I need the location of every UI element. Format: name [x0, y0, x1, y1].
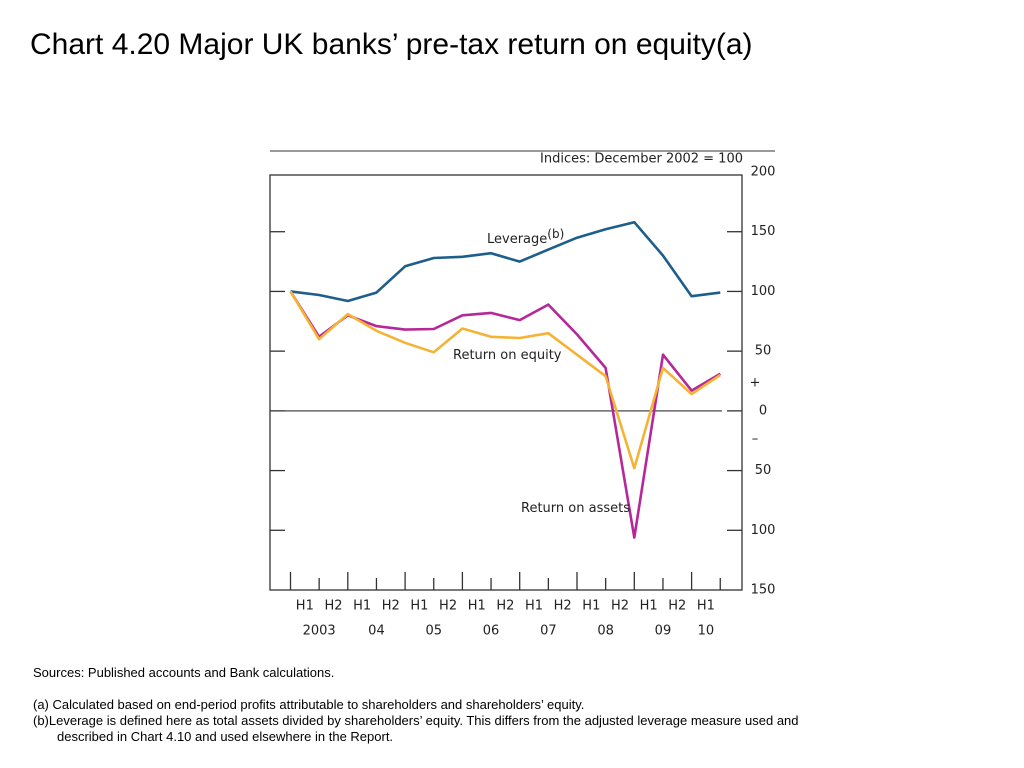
- y-tick-label: 150: [751, 583, 776, 598]
- x-tick-label: H1: [410, 599, 428, 614]
- y-tick-label: 100: [751, 523, 776, 538]
- sources: Sources: Published accounts and Bank cal…: [33, 665, 335, 680]
- series-line: [289, 290, 721, 539]
- x-tick-label: H1: [697, 599, 715, 614]
- x-tick-label: H1: [640, 599, 658, 614]
- footnotes: Sources: Published accounts and Bank cal…: [33, 665, 853, 745]
- year-label: 09: [655, 624, 672, 639]
- year-label: 08: [597, 624, 614, 639]
- x-tick-label: H1: [525, 599, 543, 614]
- x-tick-label: H2: [496, 599, 514, 614]
- x-tick-label: H1: [353, 599, 371, 614]
- sign-label: –: [752, 431, 759, 446]
- year-label: 04: [368, 624, 385, 639]
- y-tick-label: 200: [751, 165, 776, 180]
- x-tick-label: H2: [324, 599, 342, 614]
- series-label-text: Leverage: [487, 232, 547, 247]
- year-label: 05: [425, 624, 442, 639]
- series-label-sup: (b): [547, 227, 564, 241]
- series-label: Return on equity: [453, 348, 562, 363]
- x-tick-label: H2: [554, 599, 572, 614]
- y-tick-label: 100: [751, 284, 776, 299]
- series-label-text: Return on equity: [453, 348, 562, 363]
- year-label: 2003: [303, 624, 336, 639]
- x-tick-label: H2: [439, 599, 457, 614]
- y-tick-label: 50: [755, 463, 772, 478]
- year-label: 06: [483, 624, 500, 639]
- plot-frame: [269, 174, 743, 591]
- series-line: [290, 220, 721, 303]
- x-tick-label: H2: [611, 599, 629, 614]
- chart: Indices: December 2002 = 100 15010050050…: [269, 150, 776, 639]
- x-tick-label: H1: [468, 599, 486, 614]
- series-label: Return on assets: [521, 501, 630, 516]
- sign-label: +: [750, 375, 761, 390]
- note: (a) Calculated based on end-period profi…: [33, 697, 585, 712]
- x-tick-label: H2: [382, 599, 400, 614]
- series-label: Leverage(b): [487, 227, 564, 247]
- y-tick-label: 0: [759, 403, 767, 418]
- x-tick-label: H1: [582, 599, 600, 614]
- year-label: 10: [698, 624, 715, 639]
- series-line: [289, 290, 722, 470]
- series-label-text: Return on assets: [521, 501, 630, 516]
- chart-subtitle: Indices: December 2002 = 100: [540, 152, 743, 167]
- y-tick-label: 150: [751, 224, 776, 239]
- note: (b)Leverage is defined here as total ass…: [33, 713, 799, 744]
- y-tick-label: 50: [755, 344, 772, 359]
- x-tick-label: H1: [296, 599, 314, 614]
- year-label: 07: [540, 624, 557, 639]
- x-tick-label: H2: [668, 599, 686, 614]
- slide-title: Chart 4.20 Major UK banks’ pre-tax retur…: [30, 28, 753, 61]
